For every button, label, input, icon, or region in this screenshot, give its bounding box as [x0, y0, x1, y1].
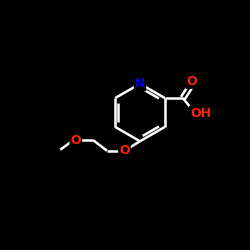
Text: O: O — [186, 75, 197, 88]
Text: OH: OH — [190, 106, 211, 120]
Text: O: O — [70, 134, 81, 147]
Text: N: N — [135, 77, 145, 90]
Text: O: O — [119, 144, 130, 157]
